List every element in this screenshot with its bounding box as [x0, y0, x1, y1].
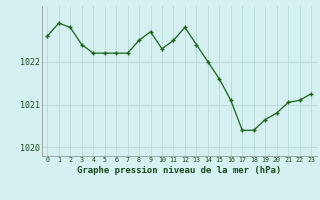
X-axis label: Graphe pression niveau de la mer (hPa): Graphe pression niveau de la mer (hPa)	[77, 166, 281, 175]
